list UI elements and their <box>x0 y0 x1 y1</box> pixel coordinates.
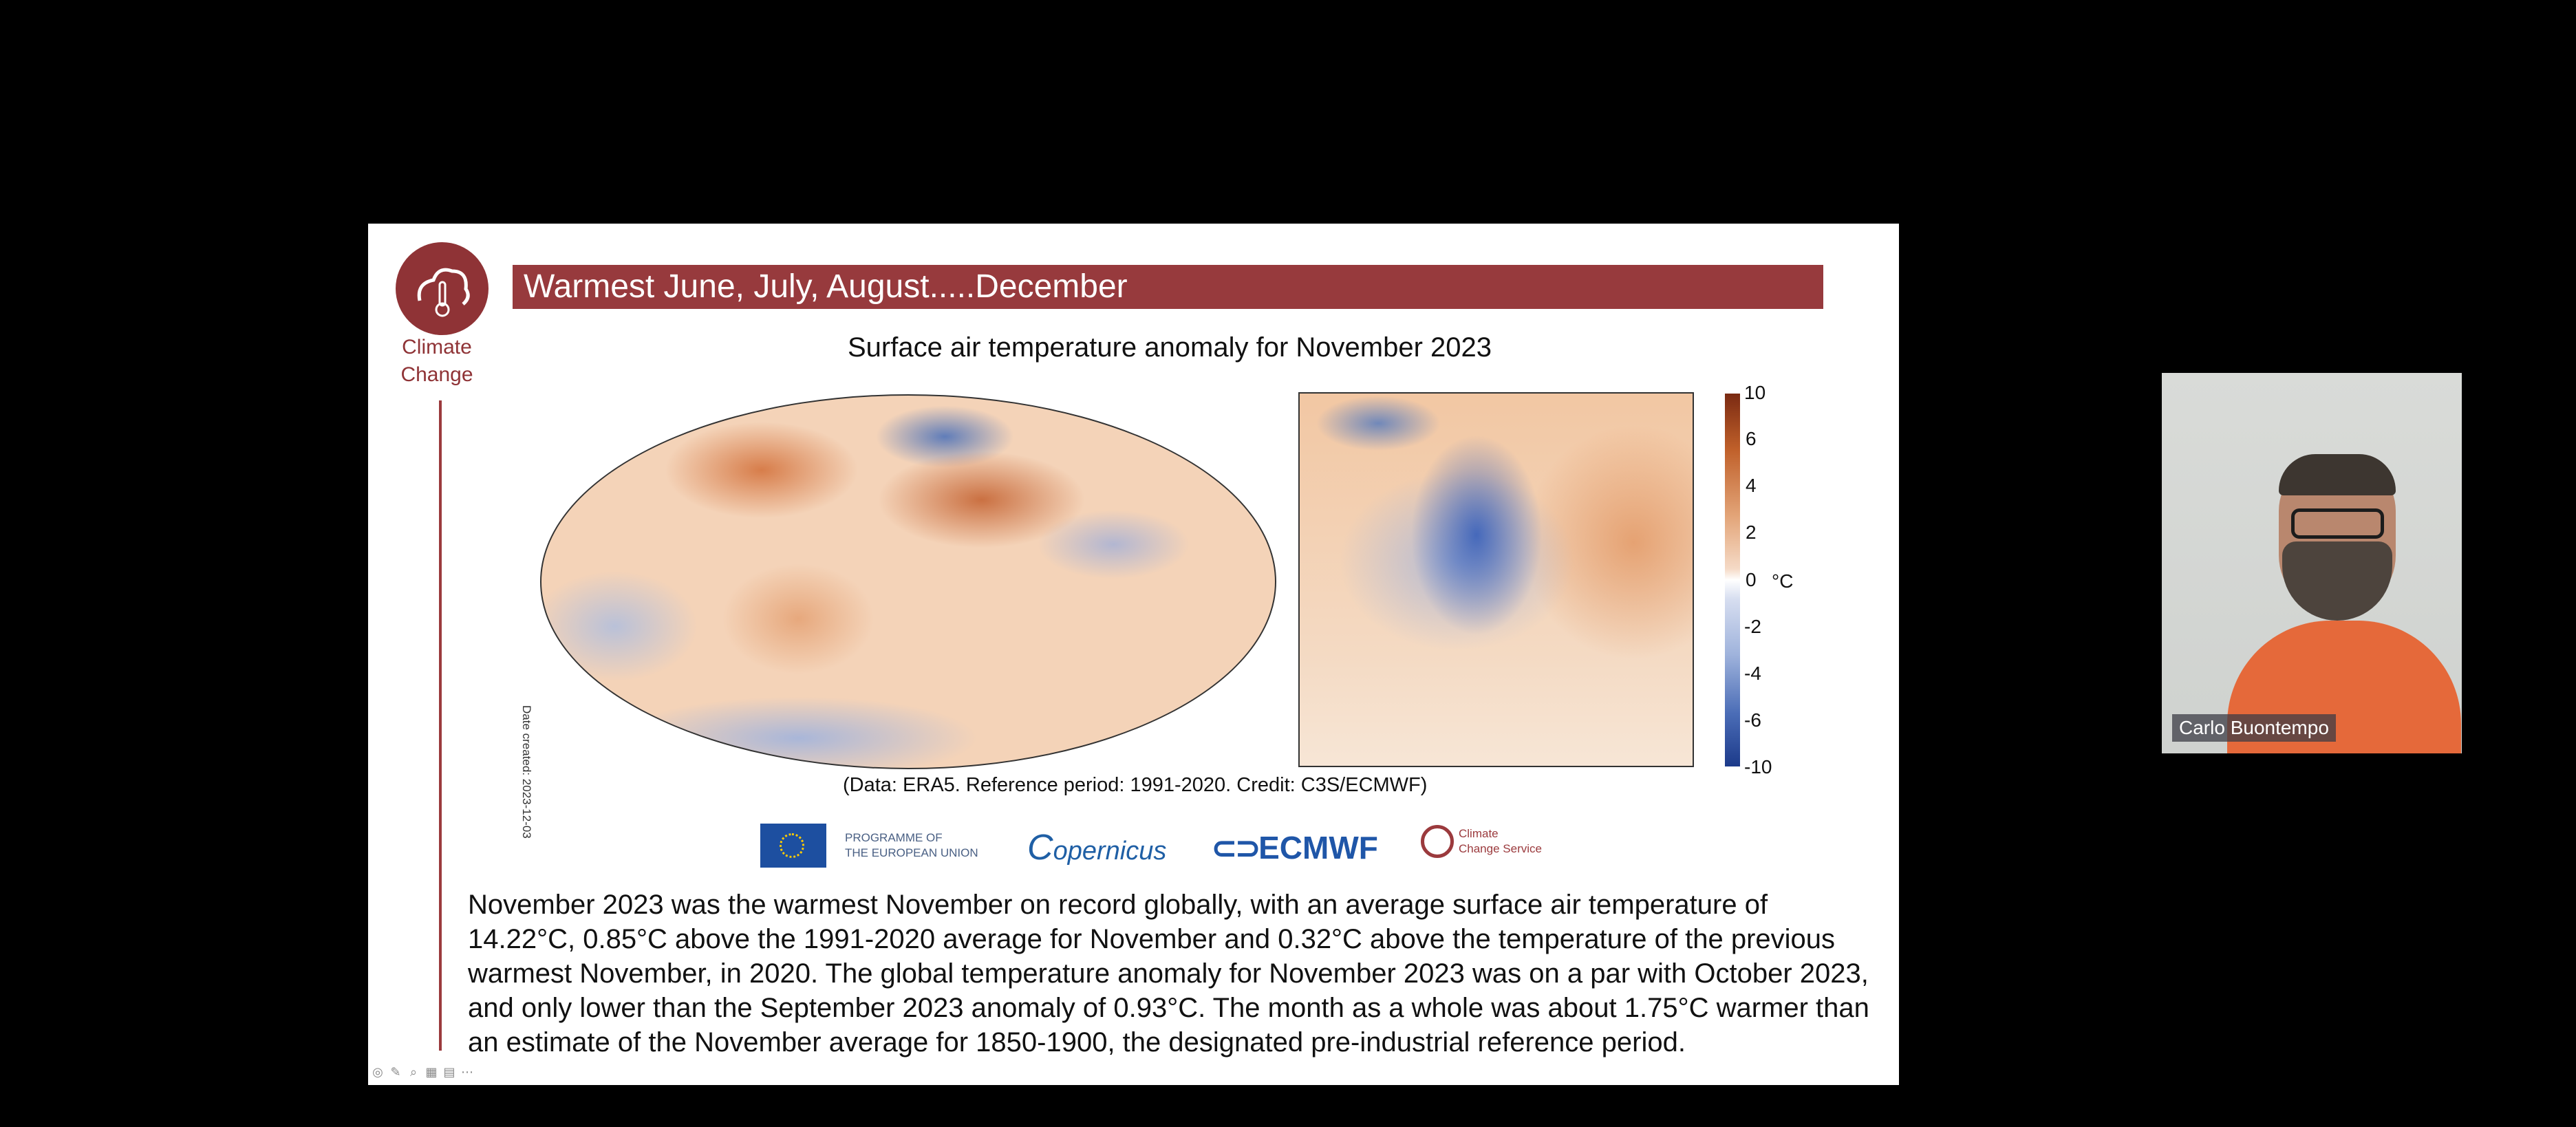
colorbar-tick: 2 <box>1746 522 1757 543</box>
world-anomaly-map <box>540 394 1276 769</box>
slides-icon[interactable]: ▤ <box>443 1065 455 1079</box>
eu-flag-icon <box>760 824 826 868</box>
presentation-slide: Climate Change Warmest June, July, Augus… <box>368 224 1899 1085</box>
presentation-toolbar: ◎ ✎ ⌕ ▦ ▤ ⋯ <box>371 1065 474 1083</box>
colorbar-tick: 0 <box>1746 569 1757 590</box>
ecmwf-logo: ⊂⊃ECMWF <box>1211 829 1378 866</box>
climate-change-logo <box>396 242 489 335</box>
date-created-label: Date created: 2023-12-03 <box>520 705 533 839</box>
ecmwf-wordmark: ECMWF <box>1258 830 1378 866</box>
copernicus-wordmark: opernicus <box>1053 837 1167 866</box>
slide-title: Warmest June, July, August.....December <box>513 265 1823 309</box>
decorative-divider <box>439 400 442 1051</box>
participant-glasses <box>2291 508 2384 539</box>
eu-text-line2: THE EUROPEAN UNION <box>845 846 978 859</box>
participant-hair <box>2279 454 2396 495</box>
colorbar-tick: 6 <box>1746 428 1757 449</box>
eu-programme-text: PROGRAMME OF THE EUROPEAN UNION <box>845 830 978 861</box>
participant-video-tile[interactable]: Carlo Buontempo <box>2162 373 2462 753</box>
logo-caption-line1: Climate <box>402 336 472 358</box>
slide-body-text: November 2023 was the warmest November o… <box>468 890 1869 1058</box>
grid-icon[interactable]: ▦ <box>425 1065 438 1079</box>
colorbar-tick: -6 <box>1744 709 1761 731</box>
participant-name-tag: Carlo Buontempo <box>2172 714 2336 742</box>
copernicus-logo: Copernicus <box>1027 827 1166 868</box>
participant-beard <box>2282 541 2392 621</box>
colorbar-tick: -10 <box>1744 756 1772 777</box>
climate-change-service-icon <box>1421 825 1454 858</box>
partner-logos: PROGRAMME OF THE EUROPEAN UNION Copernic… <box>760 817 1586 872</box>
copernicus-c-icon: C <box>1027 828 1053 868</box>
ecmwf-mark-icon: ⊂⊃ <box>1211 830 1261 866</box>
logo-caption-line2: Change <box>400 363 473 386</box>
colorbar-tick: -4 <box>1744 663 1761 684</box>
more-icon[interactable]: ⋯ <box>461 1065 473 1079</box>
data-credit-note: (Data: ERA5. Reference period: 1991-2020… <box>843 774 1428 796</box>
map-title: Surface air temperature anomaly for Nove… <box>847 332 1492 363</box>
ccs-text-line1: Climate <box>1459 827 1499 840</box>
pointer-icon[interactable]: ◎ <box>372 1065 383 1079</box>
zoom-icon[interactable]: ⌕ <box>409 1065 418 1079</box>
colorbar-unit: °C <box>1772 570 1794 592</box>
climate-change-service-text: Climate Change Service <box>1459 826 1542 857</box>
cloud-thermometer-icon <box>417 268 470 317</box>
ccs-text-line2: Change Service <box>1459 842 1542 855</box>
colorbar-tick: -2 <box>1744 616 1761 637</box>
colorbar <box>1725 394 1740 766</box>
europe-anomaly-map <box>1298 392 1694 767</box>
colorbar-tick: 4 <box>1746 475 1757 496</box>
eu-text-line1: PROGRAMME OF <box>845 831 943 844</box>
pen-icon[interactable]: ✎ <box>390 1065 401 1079</box>
logo-caption: Climate Change <box>382 334 492 389</box>
colorbar-tick: 10 <box>1744 382 1766 403</box>
